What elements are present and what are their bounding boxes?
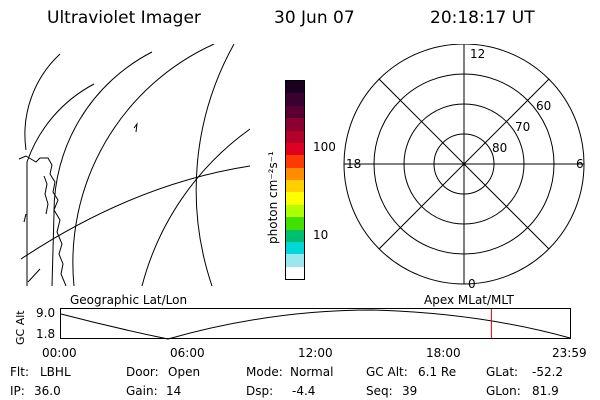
- glat-value: -52.2: [532, 365, 564, 379]
- colorbar-segment: [286, 118, 304, 131]
- coastline: [43, 175, 49, 215]
- mlt-label-6: 6: [576, 157, 584, 171]
- time-label: 20:18:17 UT: [430, 8, 535, 28]
- colorbar-segment: [286, 266, 304, 279]
- altitude-ylabel: GC Alt: [14, 310, 27, 345]
- map-corner: [27, 268, 41, 283]
- mlt-label-18: 18: [346, 157, 361, 171]
- colorbar-segment: [286, 180, 304, 193]
- glon-label: GLon:: [486, 384, 521, 398]
- latitude-arc: [51, 51, 153, 286]
- gain-label: Gain:: [126, 384, 158, 398]
- flt-value: LBHL: [40, 365, 71, 379]
- altitude-xtick-1200: 12:00: [298, 346, 333, 360]
- colorbar-segment: [286, 81, 304, 94]
- dsp-label: Dsp:: [246, 384, 274, 398]
- mlt-label-0: 0: [468, 277, 476, 290]
- mlt-label-12: 12: [470, 47, 485, 61]
- colorbar-segment: [286, 192, 304, 205]
- gcalt-value: 6.1 Re: [418, 365, 457, 379]
- altitude-plot: [60, 308, 571, 340]
- altitude-ytick-high: 9.0: [36, 306, 56, 320]
- mlt-line: [378, 78, 550, 250]
- mlat-label-70: 70: [515, 120, 530, 134]
- ip-label: IP:: [10, 384, 25, 398]
- door-value: Open: [168, 365, 201, 379]
- seq-value: 39: [402, 384, 418, 398]
- door-label: Door:: [126, 365, 159, 379]
- colorbar-segment: [286, 254, 304, 267]
- gcalt-label: GC Alt:: [366, 365, 408, 379]
- altitude-xtick-0000: 00:00: [42, 346, 77, 360]
- latitude-arc: [24, 53, 61, 151]
- mode-label: Mode:: [246, 365, 283, 379]
- altitude-xtick-0600: 06:00: [170, 346, 205, 360]
- latitude-arc: [195, 44, 235, 286]
- map-panel-label: Geographic Lat/Lon: [70, 293, 188, 307]
- island: [133, 122, 138, 133]
- glat-label: GLat:: [486, 365, 519, 379]
- latitude-arc: [72, 44, 215, 286]
- colorbar-segment: [286, 241, 304, 255]
- mode-value: Normal: [290, 365, 334, 379]
- mlat-label-80: 80: [492, 141, 507, 155]
- colorbar-segment: [286, 204, 304, 218]
- colorbar-segment: [286, 105, 304, 119]
- altitude-curve: [60, 309, 571, 340]
- colorbar: [285, 80, 305, 280]
- latitude-arc: [141, 128, 250, 286]
- longitude-line: [20, 165, 250, 260]
- seq-label: Seq:: [366, 384, 393, 398]
- ip-value: 36.0: [34, 384, 61, 398]
- latitude-arc: [26, 83, 95, 286]
- altitude-ytick-low: 1.8: [36, 327, 56, 341]
- colorbar-tick-100: 100: [313, 140, 336, 154]
- colorbar-segment: [286, 155, 304, 168]
- coastline: [18, 155, 67, 286]
- polar-plot: 12 0 18 6 60 70 80: [343, 44, 585, 290]
- colorbar-segment: [286, 130, 304, 143]
- colorbar-segment: [286, 93, 304, 106]
- dsp-value: -4.4: [292, 384, 316, 398]
- altitude-xtick-1800: 18:00: [426, 346, 461, 360]
- polar-panel-label: Apex MLat/MLT: [424, 293, 514, 307]
- colorbar-segment: [286, 142, 304, 156]
- colorbar-segment: [286, 217, 304, 230]
- mlat-label-60: 60: [536, 99, 551, 113]
- colorbar-unit-label: photon cm⁻²s⁻¹: [266, 151, 280, 244]
- longitude-line: [23, 213, 27, 223]
- date-label: 30 Jun 07: [274, 8, 355, 28]
- flt-label: Flt:: [10, 365, 29, 379]
- colorbar-tick-10: 10: [313, 228, 329, 242]
- altitude-xtick-2359: 23:59: [552, 346, 587, 360]
- gain-value: 14: [166, 384, 182, 398]
- colorbar-segment: [286, 167, 304, 180]
- app-title: Ultraviolet Imager: [47, 8, 201, 28]
- colorbar-segment: [286, 229, 304, 242]
- geographic-map: [18, 44, 250, 286]
- glon-value: 81.9: [532, 384, 559, 398]
